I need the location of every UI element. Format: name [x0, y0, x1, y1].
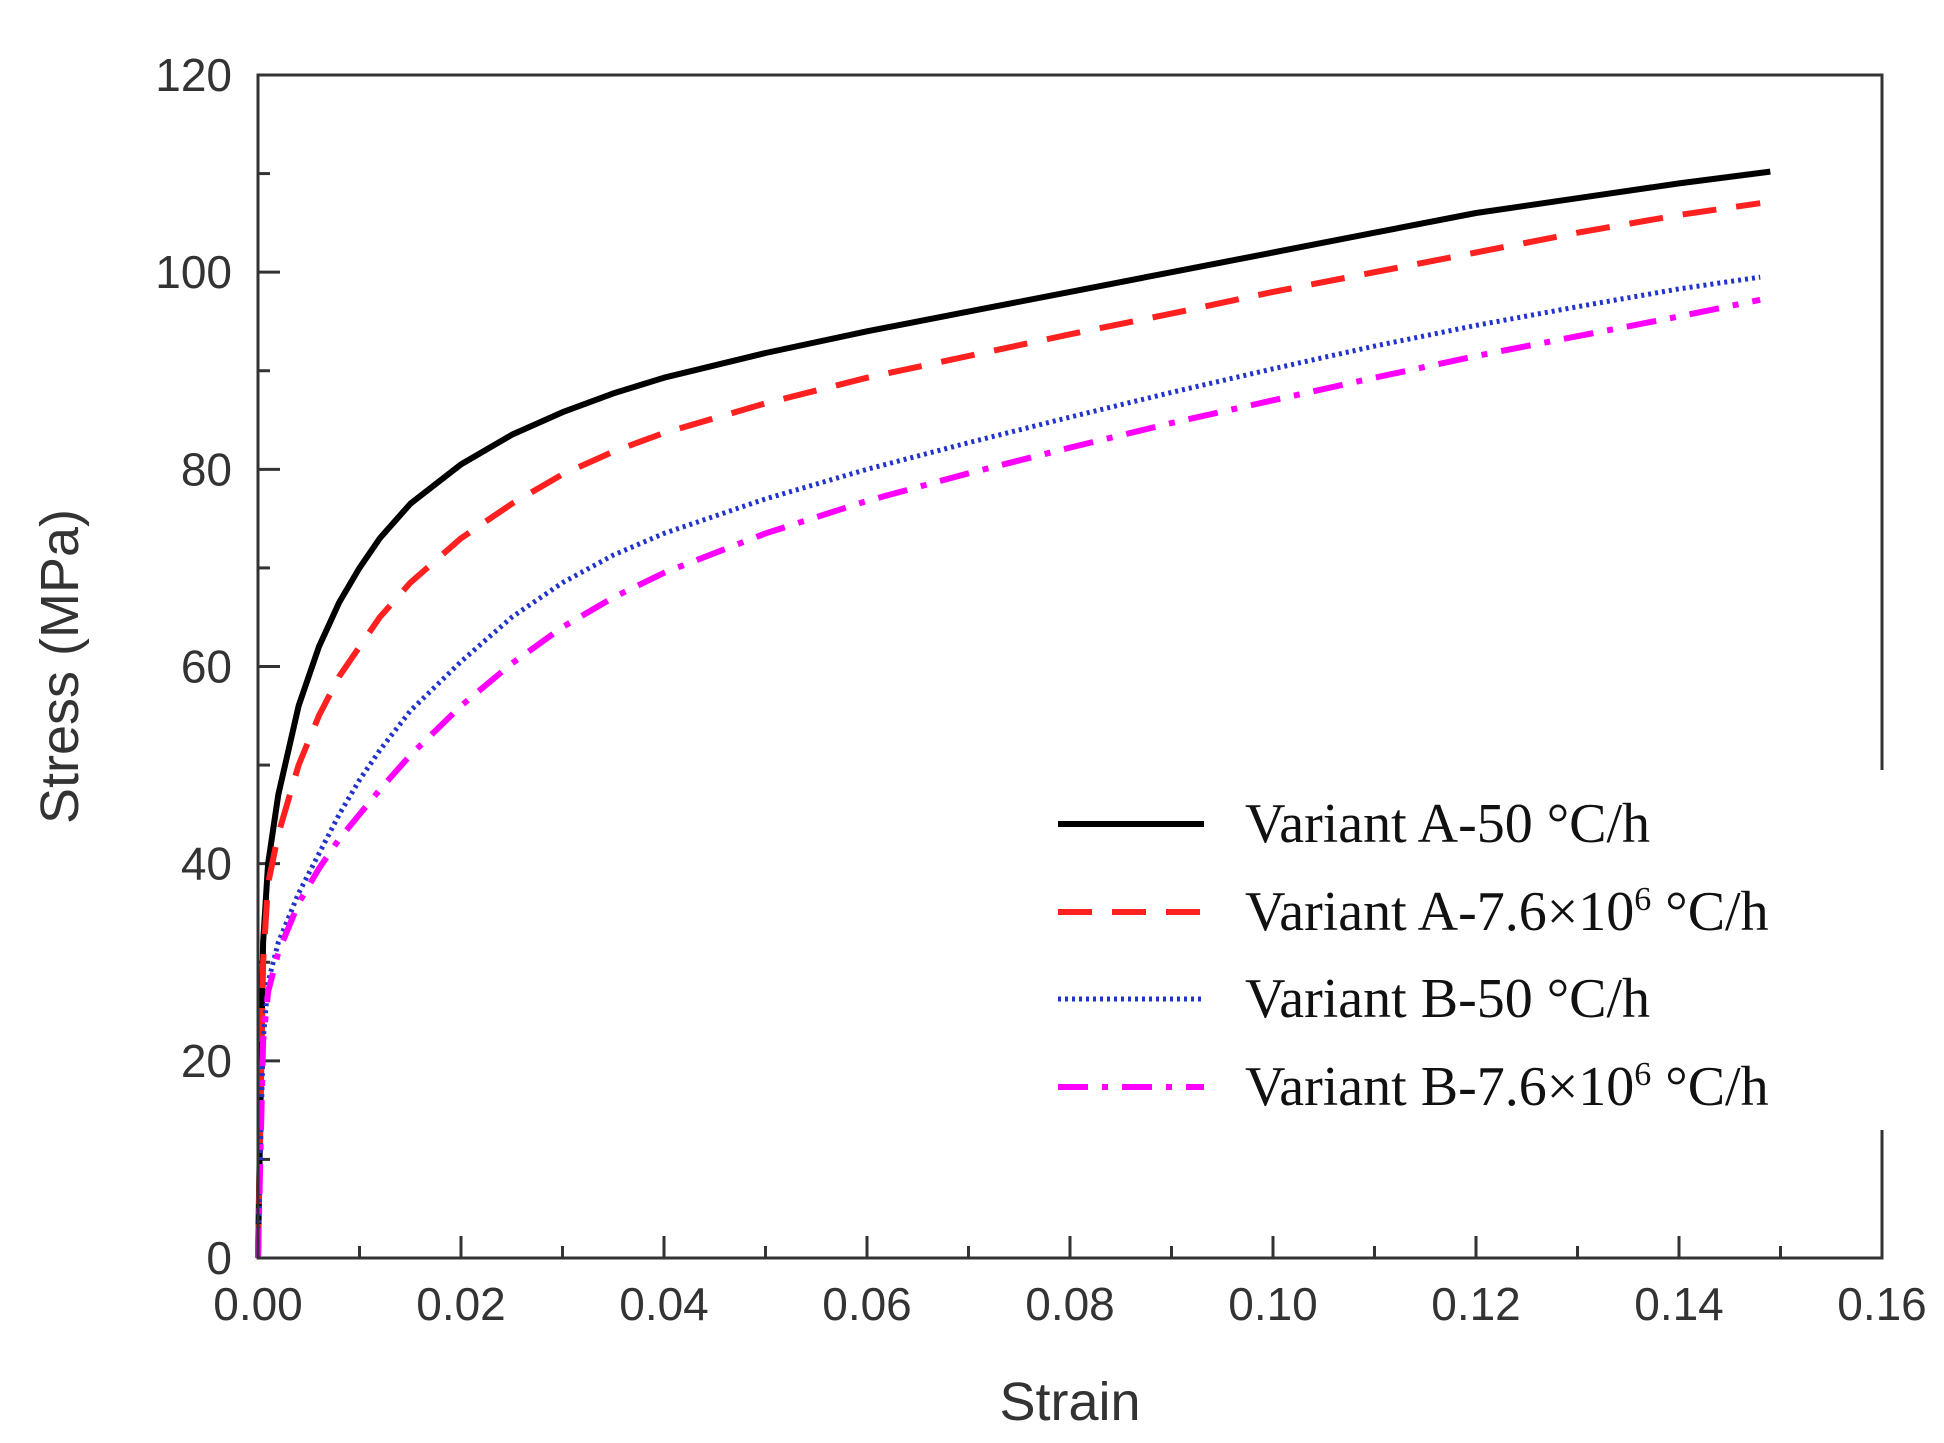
legend-label-unit: °C/h: [1651, 881, 1768, 943]
legend-label-1: Variant A-50 °C/h: [1245, 793, 1650, 855]
series-line-4: [255, 296, 1761, 1259]
x-tick-label: 0.06: [822, 1278, 912, 1330]
series-line-2: [255, 200, 1761, 1259]
legend-label-main: Variant B-50 °C/h: [1245, 968, 1650, 1030]
x-tick-label: 0.12: [1431, 1278, 1521, 1330]
legend-label-unit: °C/h: [1651, 1056, 1768, 1118]
x-tick-labels: 0.00 0.02 0.04 0.06 0.08 0.10 0.12 0.14 0.16: [213, 1278, 1927, 1330]
y-tick-label: 20: [181, 1035, 232, 1087]
legend-label-main: Variant A-7.6×10: [1245, 881, 1634, 943]
legend-background: [1040, 770, 1890, 1130]
legend-label-4: Variant B-7.6×106 °C/h: [1245, 1056, 1769, 1118]
legend-label-superscript: 6: [1634, 1056, 1651, 1093]
x-tick-label: 0.02: [416, 1278, 506, 1330]
x-tick-label: 0.10: [1228, 1278, 1318, 1330]
legend-label-main: Variant B-7.6×10: [1245, 1056, 1634, 1118]
legend-label-3: Variant B-50 °C/h: [1245, 968, 1650, 1030]
series-line-3: [255, 274, 1761, 1259]
x-tick-label: 0.00: [213, 1278, 303, 1330]
x-axis-title: Strain: [999, 1372, 1140, 1432]
x-tick-label: 0.04: [619, 1278, 709, 1330]
legend-label-main: Variant A-50 °C/h: [1245, 793, 1650, 855]
y-tick-label: 120: [155, 49, 232, 101]
x-tick-label: 0.16: [1837, 1278, 1927, 1330]
y-tick-label: 100: [155, 246, 232, 298]
y-tick-label: 40: [181, 838, 232, 890]
y-tick-label: 0: [206, 1232, 232, 1284]
legend-label-superscript: 6: [1634, 881, 1651, 918]
y-tick-label: 80: [181, 443, 232, 495]
x-tick-label: 0.08: [1025, 1278, 1115, 1330]
series-layer: [255, 168, 1771, 1259]
plot-area-frame: [256, 73, 1884, 1260]
series-line-1: [255, 168, 1771, 1259]
y-tick-labels: 0 20 40 60 80 100 120: [155, 49, 232, 1284]
y-axis-title: Stress (MPa): [30, 509, 90, 824]
x-tick-label: 0.14: [1634, 1278, 1724, 1330]
y-tick-label: 60: [181, 641, 232, 693]
legend-label-2: Variant A-7.6×106 °C/h: [1245, 881, 1769, 943]
